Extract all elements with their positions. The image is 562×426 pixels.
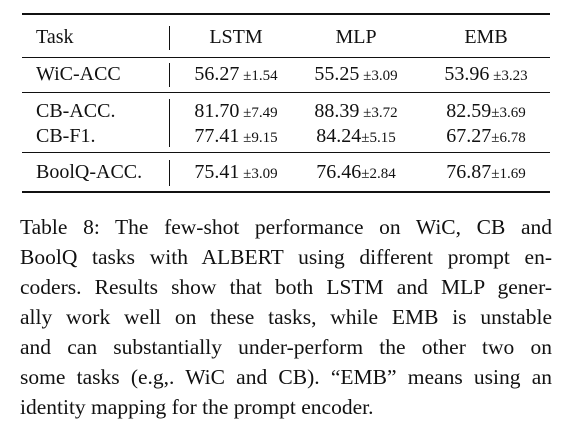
emb-cell: 53.96 ±3.23 — [430, 59, 542, 91]
row-task-label: CB-F1. — [36, 125, 96, 147]
lstm-cell: 75.41 ±3.09 — [182, 157, 290, 189]
row-task-label: CB-ACC. — [36, 100, 116, 122]
mlp-value: 88.39 — [314, 100, 360, 122]
caption-line: BoolQ tasks with ALBERT using different … — [20, 245, 552, 269]
column-separator — [169, 160, 170, 186]
header-task: Task — [36, 26, 74, 48]
mlp-std: ±5.15 — [361, 130, 396, 146]
lstm-std: ±9.15 — [239, 130, 278, 146]
lstm-cell: 56.27 ±1.54 — [182, 59, 290, 91]
emb-cell: 82.59±3.69 — [430, 96, 542, 128]
lstm-std: ±1.54 — [239, 68, 278, 84]
column-separator — [169, 99, 170, 147]
table-row: CB-F1. 77.41 ±9.15 84.24±5.15 67.27±6.78 — [0, 121, 562, 151]
column-separator — [169, 26, 170, 50]
emb-value: 67.27 — [446, 125, 492, 147]
mlp-value: 84.24 — [316, 125, 362, 147]
emb-std: ±3.23 — [489, 68, 528, 84]
caption-line: ally work well on these tasks, while EMB… — [20, 305, 552, 329]
lstm-value: 77.41 — [194, 125, 240, 147]
header-mlp: MLP — [335, 26, 377, 48]
mlp-cell: 88.39 ±3.72 — [304, 96, 408, 128]
table-row: CB-ACC. 81.70 ±7.49 88.39 ±3.72 82.59±3.… — [0, 96, 562, 126]
emb-value: 53.96 — [444, 63, 490, 85]
lstm-cell: 77.41 ±9.15 — [182, 121, 290, 153]
mlp-value: 76.46 — [316, 161, 362, 183]
caption-line: coders. Results show that both LSTM and … — [20, 275, 552, 299]
caption-line: identity mapping for the prompt encoder. — [20, 395, 374, 419]
mlp-std: ±2.84 — [361, 166, 396, 182]
caption-line: Table 8: The few-shot performance on WiC… — [20, 215, 552, 239]
emb-std: ±6.78 — [491, 130, 526, 146]
table-bottom-rule — [22, 191, 550, 193]
table-group-rule — [22, 152, 550, 153]
emb-cell: 67.27±6.78 — [430, 121, 542, 153]
column-separator — [169, 63, 170, 87]
mlp-std: ±3.72 — [359, 105, 398, 121]
header-emb: EMB — [464, 26, 508, 48]
emb-value: 76.87 — [446, 161, 492, 183]
lstm-value: 56.27 — [194, 63, 240, 85]
caption-line: some tasks (e.g,. WiC and CB). “EMB” mea… — [20, 365, 552, 389]
row-task-label: BoolQ-ACC. — [36, 161, 143, 183]
lstm-std: ±3.09 — [239, 166, 278, 182]
row-task-label: WiC-ACC — [36, 63, 121, 85]
table-group-rule — [22, 92, 550, 93]
caption-line: and can substantially under-perform the … — [20, 335, 552, 359]
table-header-row: Task LSTM MLP EMB — [0, 22, 562, 52]
table-caption: Table 8: The few-shot performance on WiC… — [20, 212, 552, 422]
table-top-rule — [22, 13, 550, 15]
mlp-cell: 55.25 ±3.09 — [304, 59, 408, 91]
mlp-cell: 76.46±2.84 — [304, 157, 408, 189]
emb-cell: 76.87±1.69 — [430, 157, 542, 189]
mlp-std: ±3.09 — [359, 68, 398, 84]
lstm-cell: 81.70 ±7.49 — [182, 96, 290, 128]
emb-std: ±1.69 — [491, 166, 526, 182]
lstm-value: 81.70 — [194, 100, 240, 122]
emb-value: 82.59 — [446, 100, 492, 122]
mlp-cell: 84.24±5.15 — [304, 121, 408, 153]
mlp-value: 55.25 — [314, 63, 360, 85]
header-lstm: LSTM — [209, 26, 263, 48]
table-row: WiC-ACC 56.27 ±1.54 55.25 ±3.09 53.96 ±3… — [0, 59, 562, 89]
lstm-std: ±7.49 — [239, 105, 278, 121]
lstm-value: 75.41 — [194, 161, 240, 183]
table-row: BoolQ-ACC. 75.41 ±3.09 76.46±2.84 76.87±… — [0, 157, 562, 187]
emb-std: ±3.69 — [491, 105, 526, 121]
table-header-rule — [22, 57, 550, 58]
